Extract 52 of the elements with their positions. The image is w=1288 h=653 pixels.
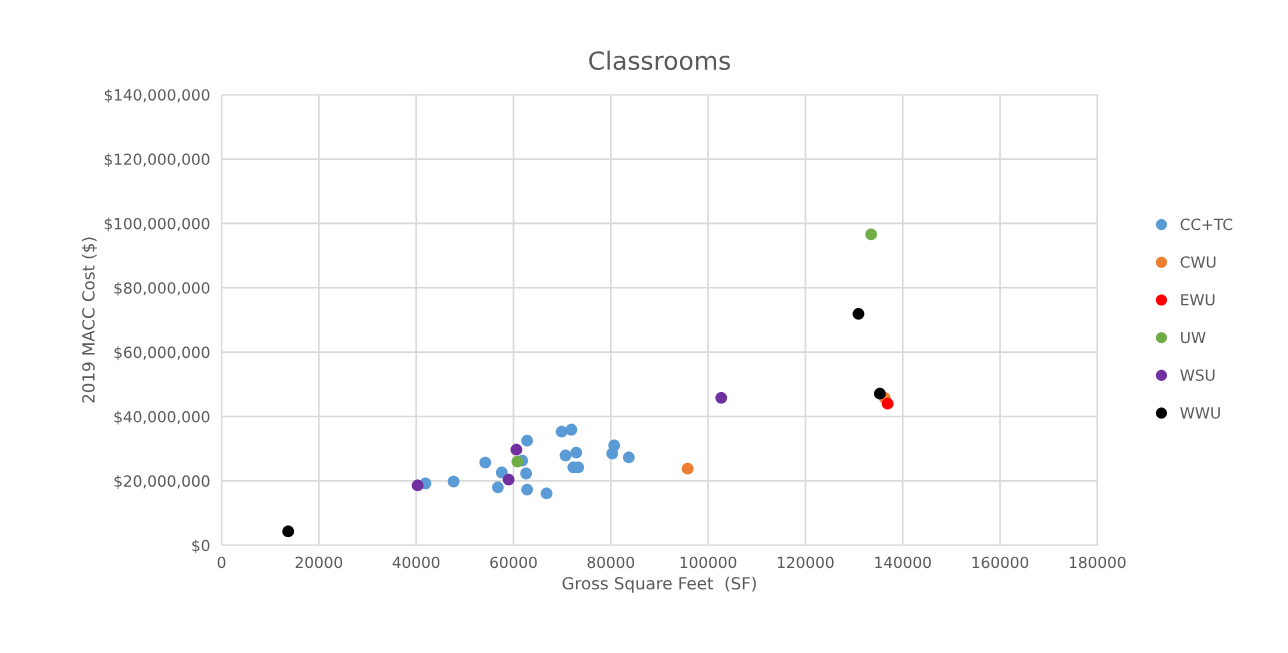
point: [492, 481, 504, 494]
point: [606, 447, 619, 460]
x-axis-title: Gross Square Feet (SF): [562, 576, 756, 593]
point: [540, 487, 553, 500]
point: [411, 479, 424, 492]
x-tick-label: 160000: [972, 556, 1029, 569]
x-tick-label: 120000: [777, 556, 834, 569]
point: [622, 451, 635, 464]
point: [521, 483, 534, 496]
x-tick-label: 40000: [392, 556, 440, 569]
y-tick-label: $0: [192, 539, 210, 554]
legend-label: EWU: [1181, 294, 1215, 306]
point: [852, 307, 865, 320]
x-tick-label: 140000: [875, 556, 931, 569]
x-tick-label: 60000: [490, 556, 537, 569]
y-tick-label: $60,000,000: [114, 346, 210, 361]
y-tick-label: $120,000,000: [104, 153, 210, 168]
y-tick-label: $40,000,000: [114, 410, 210, 425]
point: [511, 455, 524, 468]
point: [570, 446, 583, 459]
legend-label: UW: [1181, 331, 1206, 344]
x-tick-label: 80000: [587, 556, 635, 569]
point: [479, 456, 492, 469]
legend-label: CC+TC: [1180, 218, 1233, 231]
point: [510, 443, 523, 456]
point: [520, 467, 533, 480]
x-tick-label: 0: [217, 556, 226, 569]
x-tick-label: 20000: [295, 556, 343, 569]
point: [865, 228, 878, 241]
x-tick-label: 100000: [680, 556, 737, 569]
y-axis-title: 2019 MACC Cost ($): [81, 237, 97, 403]
point: [565, 423, 578, 436]
point: [282, 525, 295, 538]
legend-label: WWU: [1180, 407, 1220, 419]
point: [502, 473, 515, 486]
point: [555, 425, 568, 438]
y-tick-label: $100,000,000: [104, 217, 210, 232]
point: [681, 462, 694, 475]
point: [715, 391, 728, 404]
point: [495, 466, 508, 479]
point: [873, 387, 886, 400]
x-tick-label: 180000: [1069, 556, 1126, 569]
point: [881, 397, 894, 410]
point: [521, 434, 534, 447]
point: [447, 475, 460, 488]
legend-label: WSU: [1180, 369, 1215, 381]
point: [559, 449, 572, 462]
y-tick-label: $20,000,000: [114, 475, 210, 489]
y-tick-label: $80,000,000: [114, 281, 210, 296]
y-tick-label: $140,000,000: [104, 88, 210, 103]
chart-title: Classrooms: [589, 50, 730, 71]
legend-label: CWU: [1180, 256, 1216, 268]
